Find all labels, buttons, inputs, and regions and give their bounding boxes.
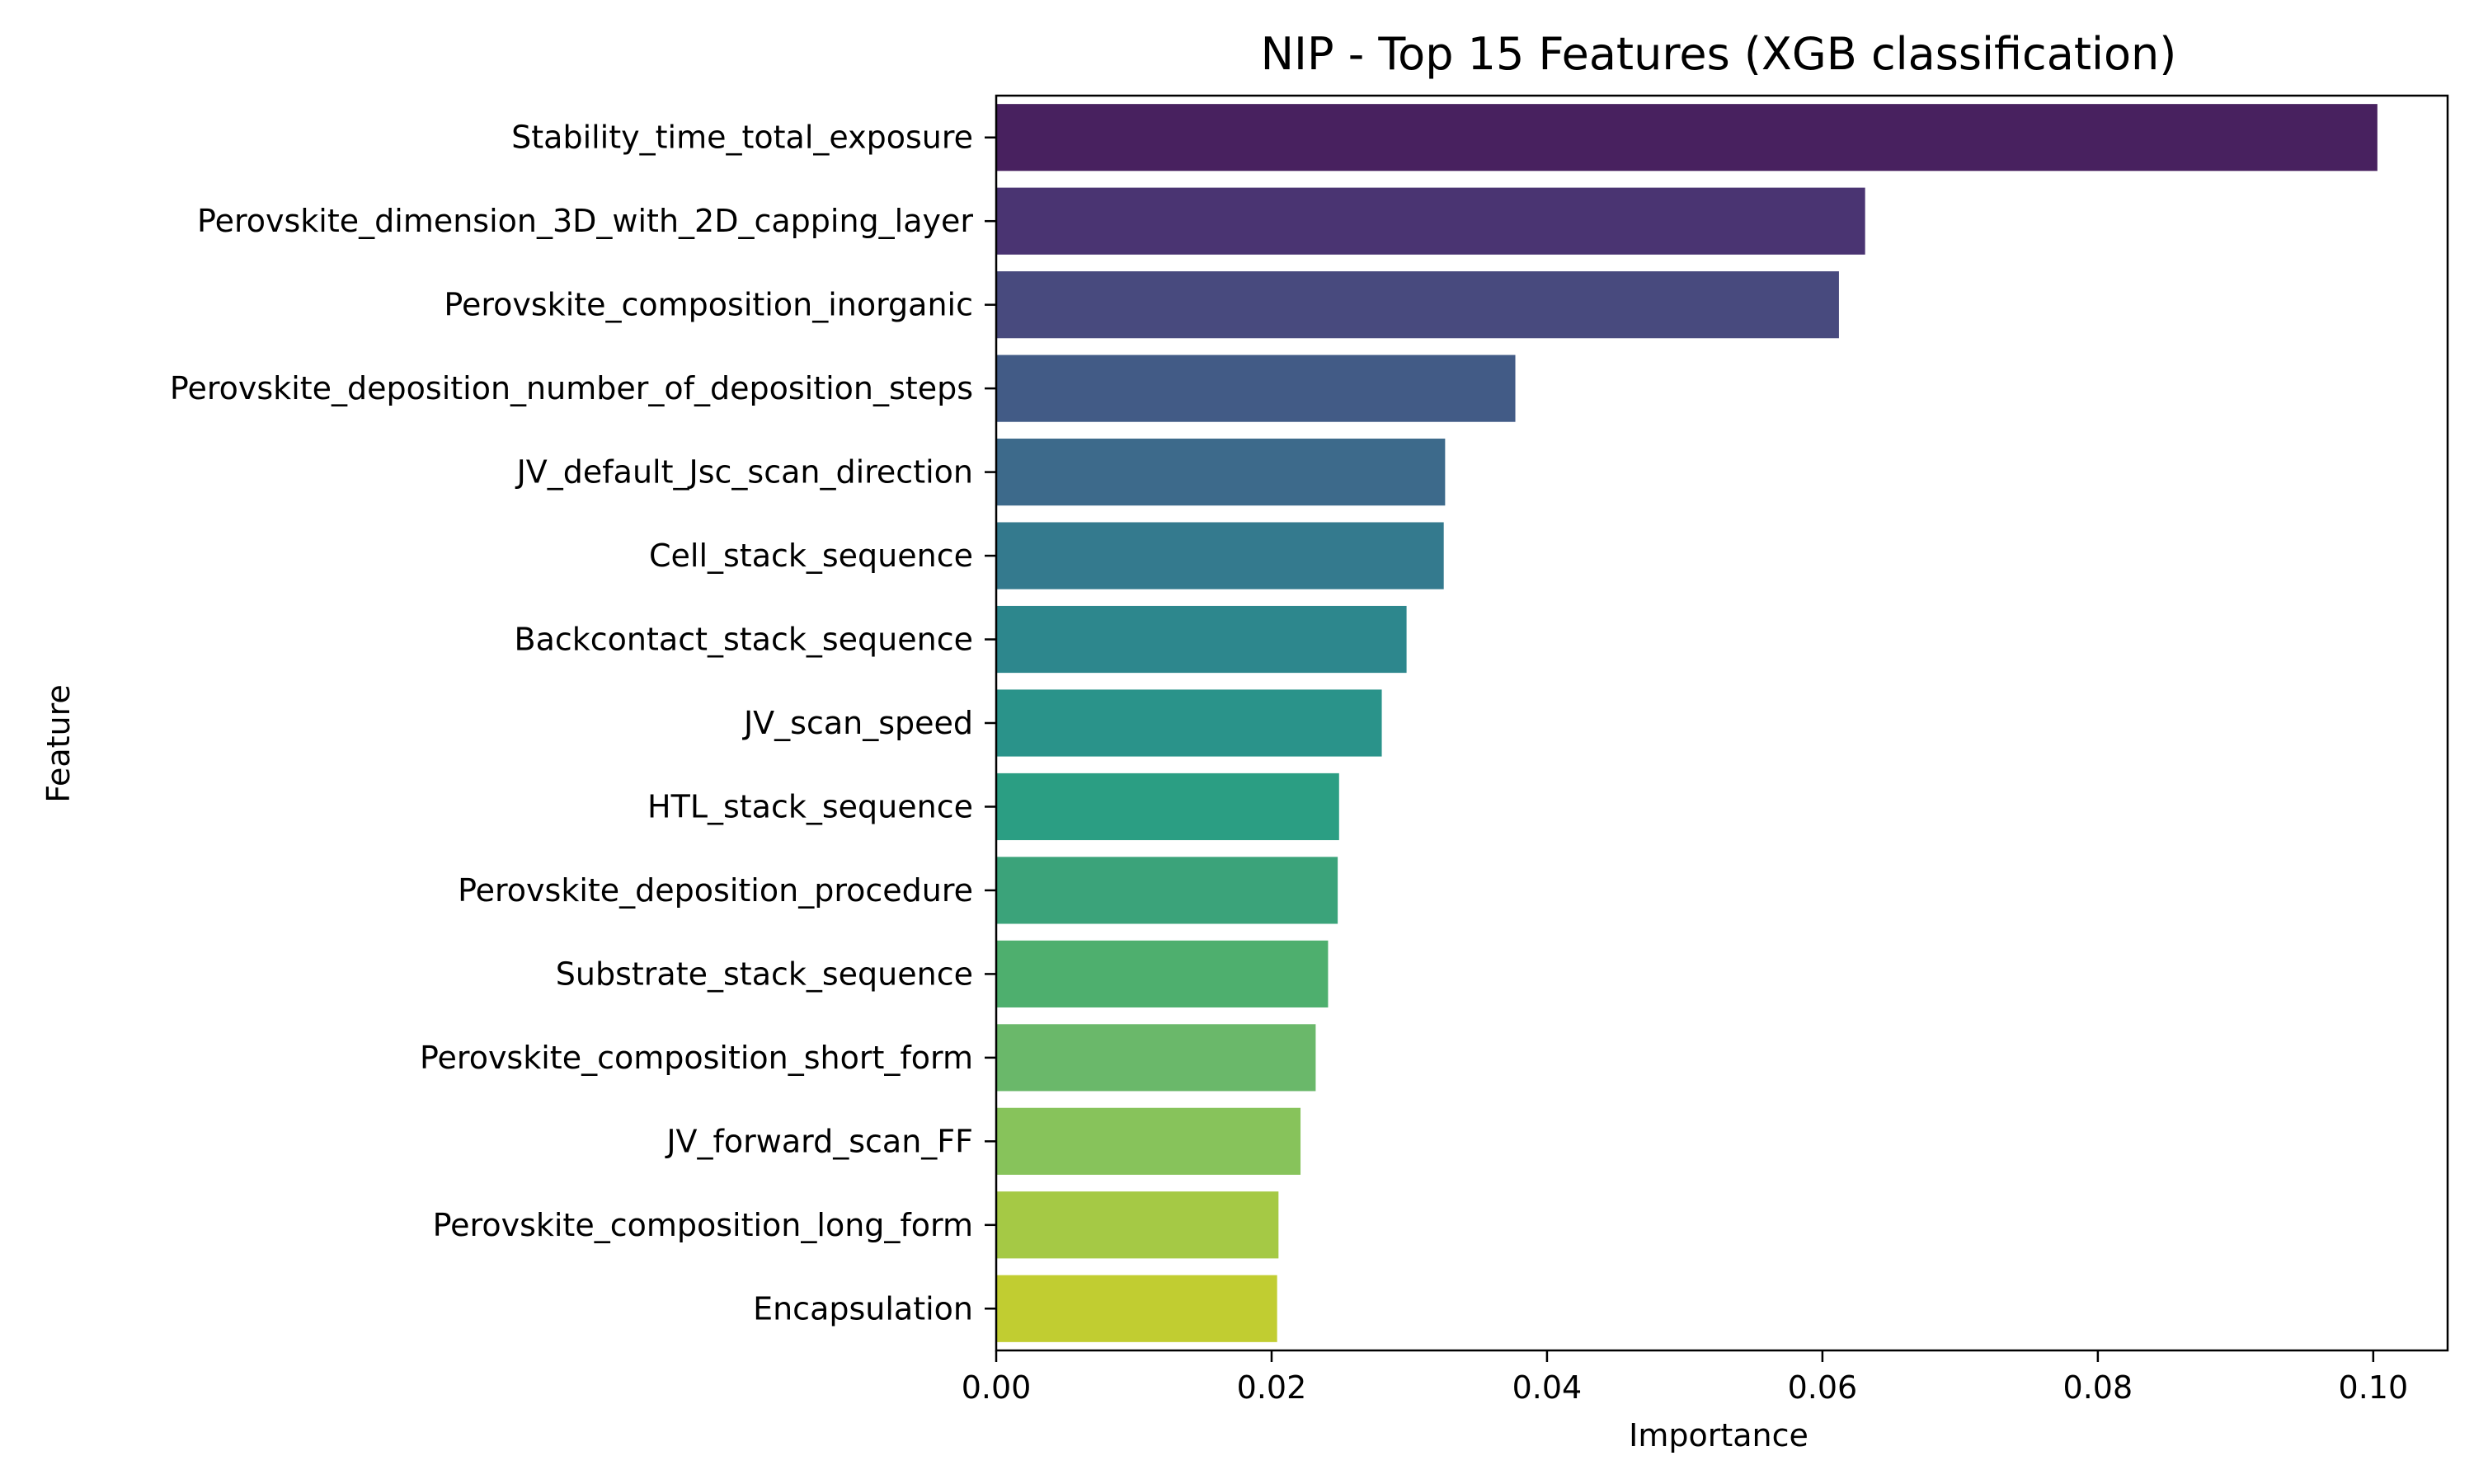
x-axis-title: Importance bbox=[1629, 1417, 1808, 1453]
y-axis-ticks: Stability_time_total_exposure Perovskite_… bbox=[170, 120, 996, 1327]
bar bbox=[996, 773, 1339, 841]
x-tick-label: 0.10 bbox=[2339, 1369, 2409, 1406]
bar bbox=[996, 355, 1516, 422]
y-tick-label: Perovskite_deposition_number_of_depositi… bbox=[170, 370, 973, 406]
x-tick-label: 0.08 bbox=[2063, 1369, 2133, 1406]
x-tick-label: 0.04 bbox=[1512, 1369, 1583, 1406]
bar bbox=[996, 271, 1839, 339]
y-tick-label: JV_default_Jsc_scan_direction bbox=[515, 454, 973, 491]
y-tick-label: Perovskite_dimension_3D_with_2D_capping_… bbox=[197, 203, 973, 239]
y-tick-label: JV_forward_scan_FF bbox=[665, 1123, 973, 1159]
bar bbox=[996, 940, 1329, 1007]
bar bbox=[996, 1191, 1279, 1259]
y-tick-label: Perovskite_composition_long_form bbox=[433, 1207, 973, 1243]
x-tick-label: 0.00 bbox=[962, 1369, 1032, 1406]
bar bbox=[996, 857, 1338, 924]
y-tick-label: HTL_stack_sequence bbox=[647, 788, 973, 824]
y-axis-title: Feature bbox=[40, 684, 77, 803]
bar bbox=[996, 689, 1382, 757]
y-tick-label: Perovskite_composition_short_form bbox=[420, 1040, 973, 1076]
y-tick-label: Backcontact_stack_sequence bbox=[515, 622, 973, 658]
y-tick-label: Encapsulation bbox=[753, 1290, 973, 1327]
bars-layer bbox=[996, 104, 2378, 1342]
bar bbox=[996, 1275, 1277, 1342]
x-axis-ticks: 0.00 0.02 0.04 0.06 0.08 0.10 bbox=[962, 1350, 2408, 1406]
y-tick-label: Cell_stack_sequence bbox=[649, 538, 973, 574]
bar bbox=[996, 439, 1446, 506]
y-tick-label: Stability_time_total_exposure bbox=[511, 120, 973, 156]
bar bbox=[996, 605, 1407, 674]
bar bbox=[996, 522, 1444, 589]
bar bbox=[996, 104, 2378, 171]
bar bbox=[996, 1024, 1316, 1092]
x-tick-label: 0.06 bbox=[1788, 1369, 1858, 1406]
y-tick-label: JV_scan_speed bbox=[742, 705, 973, 741]
bar bbox=[996, 187, 1865, 255]
chart-title: NIP - Top 15 Features (XGB classificatio… bbox=[1261, 28, 2177, 80]
y-tick-label: Substrate_stack_sequence bbox=[556, 956, 973, 992]
y-tick-label: Perovskite_composition_inorganic bbox=[444, 287, 973, 323]
y-tick-label: Perovskite_deposition_procedure bbox=[458, 872, 973, 909]
x-tick-label: 0.02 bbox=[1237, 1369, 1307, 1406]
bar bbox=[996, 1107, 1301, 1175]
